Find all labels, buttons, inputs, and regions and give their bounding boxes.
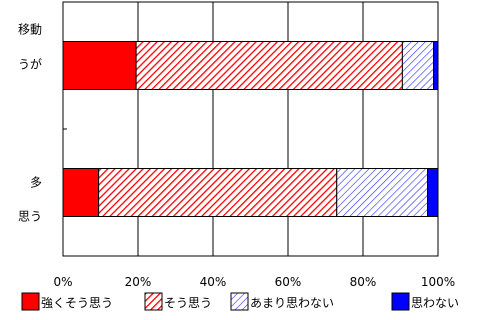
legend-label: 思わない (411, 296, 459, 310)
bar-segment (98, 168, 338, 217)
x-tick-label: 20% (125, 275, 152, 289)
legend-swatch (21, 292, 40, 311)
category-label: うが (18, 57, 42, 72)
category-label: 思う (18, 210, 42, 224)
x-tick-label: 100% (421, 275, 455, 289)
legend-swatch (230, 292, 249, 311)
legend-label: そう思う (164, 296, 212, 310)
x-tick-label: 40% (200, 275, 227, 289)
bar-segment (62, 168, 100, 217)
plot-area (62, 1, 439, 257)
legend-swatch (391, 292, 410, 311)
bar-segment (401, 41, 434, 90)
x-tick-label: 80% (350, 275, 377, 289)
bar-segment (427, 168, 439, 217)
x-tick-label: 0% (53, 275, 72, 289)
bar-segment (336, 168, 428, 217)
legend: 強くそう思う そう思う あまり思わない 思わない (21, 292, 459, 311)
bar-segment (433, 41, 439, 90)
category-label: 多 (30, 176, 42, 190)
bar-segment (62, 41, 137, 90)
bars (62, 41, 439, 217)
x-tick-labels: 0% 20% 40% 60% 80% 100% (53, 275, 455, 289)
legend-label: 強くそう思う (41, 296, 113, 310)
category-label: 移動 (18, 23, 42, 37)
legend-swatch (144, 292, 163, 311)
bar-segment (135, 41, 403, 90)
x-tick-label: 60% (275, 275, 302, 289)
legend-label: あまり思わない (250, 296, 334, 310)
